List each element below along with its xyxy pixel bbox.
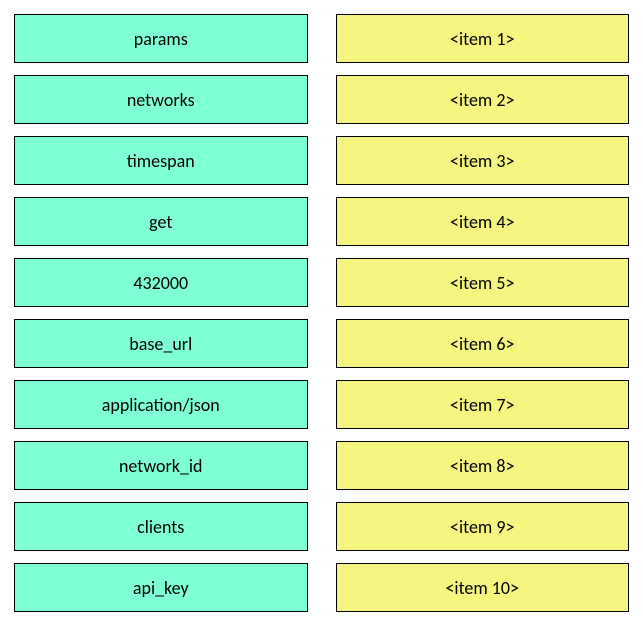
left-cell: network_id (14, 441, 308, 490)
right-cell: <item 10> (336, 563, 630, 612)
left-cell: networks (14, 75, 308, 124)
left-cell: api_key (14, 563, 308, 612)
table-row: api_key <item 10> (14, 563, 629, 612)
right-cell: <item 8> (336, 441, 630, 490)
table-row: application/json <item 7> (14, 380, 629, 429)
left-cell: timespan (14, 136, 308, 185)
left-cell: params (14, 14, 308, 63)
right-cell: <item 1> (336, 14, 630, 63)
table-row: params <item 1> (14, 14, 629, 63)
mapping-table: params <item 1> networks <item 2> timesp… (14, 14, 629, 612)
left-cell: 432000 (14, 258, 308, 307)
table-row: network_id <item 8> (14, 441, 629, 490)
right-cell: <item 7> (336, 380, 630, 429)
table-row: 432000 <item 5> (14, 258, 629, 307)
right-cell: <item 9> (336, 502, 630, 551)
left-cell: get (14, 197, 308, 246)
left-cell: clients (14, 502, 308, 551)
table-row: clients <item 9> (14, 502, 629, 551)
table-row: networks <item 2> (14, 75, 629, 124)
right-cell: <item 6> (336, 319, 630, 368)
left-cell: application/json (14, 380, 308, 429)
left-cell: base_url (14, 319, 308, 368)
table-row: base_url <item 6> (14, 319, 629, 368)
right-cell: <item 5> (336, 258, 630, 307)
right-cell: <item 4> (336, 197, 630, 246)
table-row: get <item 4> (14, 197, 629, 246)
table-row: timespan <item 3> (14, 136, 629, 185)
right-cell: <item 2> (336, 75, 630, 124)
right-cell: <item 3> (336, 136, 630, 185)
